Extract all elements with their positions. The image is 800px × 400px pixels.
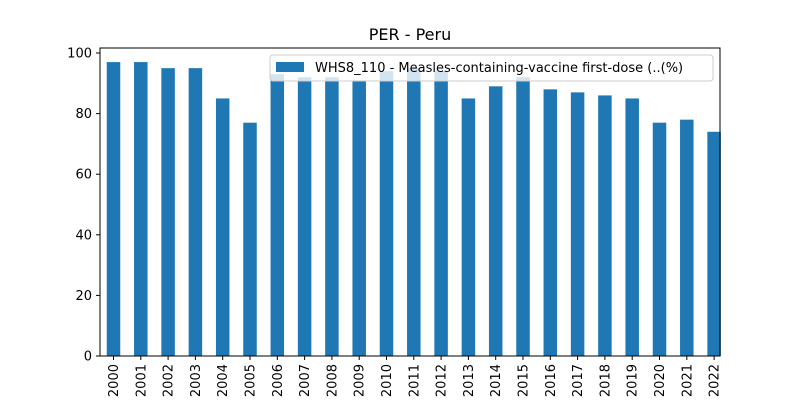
- bar-2005: [243, 122, 257, 356]
- x-tick-label-2000: 2000: [107, 364, 122, 397]
- bar-2001: [134, 62, 148, 357]
- bar-2022: [707, 131, 721, 356]
- x-axis: 2000 2001 2002 2003 2004 2005 2006 2007 2008 2009…: [107, 356, 723, 397]
- x-tick-label-2013: 2013: [462, 364, 477, 397]
- x-tick-label-2005: 2005: [244, 364, 259, 397]
- x-tick-label-2021: 2021: [680, 364, 695, 397]
- bar-2006: [270, 74, 285, 357]
- bar-2000: [106, 62, 121, 357]
- legend-swatch: [276, 62, 304, 72]
- y-axis: 0 20 40 60 80 100: [67, 47, 100, 365]
- bar-2004: [215, 98, 230, 356]
- legend: WHS8_110 - Measles-containing-vaccine fi…: [269, 54, 714, 82]
- bar-2019: [625, 98, 639, 356]
- x-tick-label-2016: 2016: [544, 364, 559, 397]
- bar-2017: [570, 92, 585, 356]
- x-tick-label-2012: 2012: [435, 364, 450, 397]
- y-tick-label-0: 0: [84, 350, 92, 365]
- y-tick-label-20: 20: [75, 289, 92, 304]
- bar-2016: [543, 89, 558, 357]
- y-tick-label-100: 100: [67, 47, 92, 62]
- legend-box: [269, 54, 714, 82]
- bar-2012: [434, 71, 448, 357]
- x-tick-label-2015: 2015: [517, 364, 532, 397]
- x-tick-label-2001: 2001: [134, 364, 149, 397]
- x-tick-label-2018: 2018: [598, 364, 613, 397]
- bar-2010: [379, 71, 394, 357]
- x-tick-label-2014: 2014: [489, 364, 504, 397]
- bar-2018: [598, 95, 612, 357]
- y-tick-label-60: 60: [75, 168, 92, 183]
- x-tick-label-2006: 2006: [271, 364, 286, 397]
- plot-frame: [99, 47, 721, 357]
- y-tick-label-40: 40: [75, 228, 92, 243]
- bar-2007: [297, 77, 312, 357]
- bar-2002: [161, 68, 175, 357]
- chart-title: PER - Peru: [369, 25, 451, 44]
- x-tick-label-2009: 2009: [353, 364, 368, 397]
- bar-2009: [352, 80, 366, 357]
- bar-2021: [680, 119, 694, 356]
- bar-2008: [325, 77, 339, 357]
- bar-2014: [488, 86, 503, 356]
- x-tick-label-2004: 2004: [216, 364, 231, 397]
- x-tick-label-2003: 2003: [189, 364, 204, 397]
- x-tick-label-2020: 2020: [653, 364, 668, 397]
- x-tick-label-2002: 2002: [162, 364, 177, 397]
- bar-2013: [461, 98, 476, 356]
- x-tick-label-2017: 2017: [571, 364, 586, 397]
- x-tick-label-2019: 2019: [626, 364, 641, 397]
- x-tick-label-2010: 2010: [380, 364, 395, 397]
- x-tick-label-2022: 2022: [708, 364, 723, 397]
- bar-2020: [652, 122, 667, 356]
- bar-2003: [188, 68, 203, 357]
- x-tick-label-2007: 2007: [298, 364, 313, 397]
- bar-2015: [516, 77, 530, 357]
- legend-label: WHS8_110 - Measles-containing-vaccine fi…: [315, 61, 683, 76]
- bar-2011: [407, 68, 421, 357]
- y-tick-label-80: 80: [75, 107, 92, 122]
- x-tick-label-2011: 2011: [407, 364, 422, 397]
- x-tick-label-2008: 2008: [325, 364, 340, 397]
- bars-group: [106, 62, 721, 357]
